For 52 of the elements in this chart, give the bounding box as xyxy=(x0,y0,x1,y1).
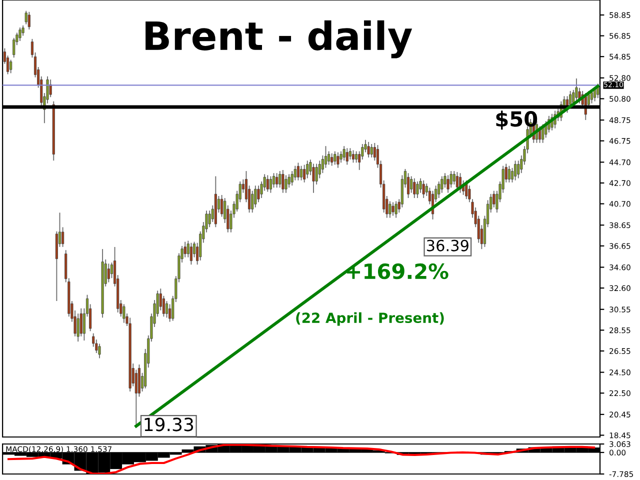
candlestick xyxy=(282,170,284,193)
candlestick xyxy=(407,173,410,198)
candlestick xyxy=(18,27,22,41)
candlestick xyxy=(355,151,358,163)
candlestick xyxy=(416,181,419,198)
candlestick xyxy=(306,160,309,178)
candlestick xyxy=(257,186,260,202)
candlestick xyxy=(346,148,348,165)
annotation: (22 April - Present) xyxy=(296,312,444,326)
annotation: 19.33 xyxy=(144,418,194,432)
candlestick xyxy=(266,175,269,192)
candlestick xyxy=(352,150,355,163)
candlestick xyxy=(342,146,346,161)
candlestick xyxy=(514,160,517,180)
candlestick xyxy=(394,201,398,218)
candlestick xyxy=(334,151,336,165)
candlestick xyxy=(388,201,392,218)
candlestick xyxy=(336,152,340,168)
line-series xyxy=(7,444,596,474)
candlestick xyxy=(284,175,288,193)
ref-line-label: $50 xyxy=(496,110,538,130)
candlestick xyxy=(269,176,272,193)
candlestick xyxy=(575,78,578,102)
candlestick xyxy=(446,175,450,193)
candlestick xyxy=(422,180,425,198)
candlestick xyxy=(367,142,370,158)
candlestick xyxy=(122,304,126,323)
candlestick xyxy=(296,162,300,180)
candlestick xyxy=(10,60,12,74)
candlestick xyxy=(330,153,334,166)
candlestick xyxy=(28,12,30,30)
candlestick xyxy=(508,166,510,182)
candlestick xyxy=(456,172,458,191)
text: Brent - daily xyxy=(146,20,412,58)
candlestick xyxy=(49,80,52,98)
candlestick xyxy=(278,171,282,188)
candlestick xyxy=(452,171,456,184)
candlestick xyxy=(312,164,315,193)
candlestick xyxy=(62,227,64,247)
candlestick xyxy=(392,202,394,216)
candlestick xyxy=(413,178,416,198)
candlestick xyxy=(98,344,101,358)
candlestick xyxy=(370,144,373,158)
candlestick xyxy=(107,264,110,282)
candlestick xyxy=(303,164,306,182)
annotation: 36.39 xyxy=(426,240,468,252)
candlestick xyxy=(315,164,318,184)
candlestick xyxy=(276,173,278,188)
candlestick xyxy=(190,242,192,265)
candlestick xyxy=(300,166,303,180)
annotation: +169.2% xyxy=(346,263,448,280)
candlestick xyxy=(165,301,168,318)
